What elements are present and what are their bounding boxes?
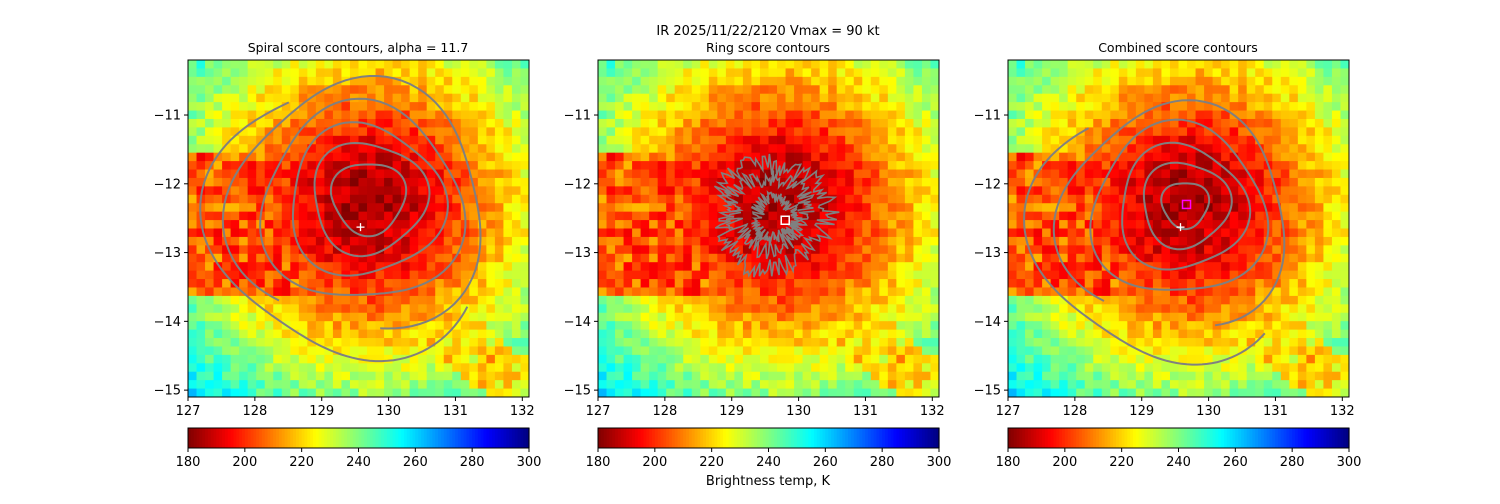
y-tick-label: −13 xyxy=(974,246,1001,261)
panel-ring: Ring score contours 127 128 129 130 131 132 −1… xyxy=(564,40,952,470)
x-tick-label: 127 xyxy=(176,404,201,419)
colorbar-tick-label: 260 xyxy=(403,455,428,470)
x-tick-label: 131 xyxy=(443,404,468,419)
colorbar-label: Brightness temp, K xyxy=(706,474,831,489)
colorbar-tick-label: 200 xyxy=(1052,455,1077,470)
x-tick-label: 132 xyxy=(1330,404,1355,419)
colorbar-tick-label: 220 xyxy=(289,455,314,470)
axes: 127 128 129 130 131 132 −15 −14 −13 −12 −11 180 200 2… xyxy=(154,60,542,470)
colorbar-tick-label: 220 xyxy=(699,455,724,470)
colorbar-tick-label: 240 xyxy=(346,455,371,470)
figure-suptitle: IR 2025/11/22/2120 Vmax = 90 kt xyxy=(656,24,879,39)
colorbar-tick-label: 280 xyxy=(460,455,485,470)
colorbar-tick-label: 240 xyxy=(1166,455,1191,470)
axes: 127 128 129 130 131 132 −15 −14 −13 −12 −11 180 200 2… xyxy=(564,60,952,470)
colorbar-tick-label: 280 xyxy=(870,455,895,470)
y-tick-label: −11 xyxy=(564,109,591,124)
x-tick-label: 129 xyxy=(1129,404,1154,419)
y-tick-label: −15 xyxy=(564,384,591,399)
x-tick-label: 131 xyxy=(853,404,878,419)
x-tick-label: 131 xyxy=(1263,404,1288,419)
colorbar-tick-label: 180 xyxy=(586,455,611,470)
x-tick-label: 127 xyxy=(586,404,611,419)
x-tick-label: 130 xyxy=(1196,404,1221,419)
x-tick-label: 129 xyxy=(309,404,334,419)
y-tick-label: −11 xyxy=(974,109,1001,124)
colorbar-tick-label: 300 xyxy=(517,455,542,470)
x-tick-label: 132 xyxy=(920,404,945,419)
x-tick-label: 130 xyxy=(786,404,811,419)
x-tick-label: 128 xyxy=(652,404,677,419)
colorbar: 180 200 220 240 260 280 300 xyxy=(176,428,542,470)
y-tick-label: −12 xyxy=(154,177,181,192)
axes: 127 128 129 130 131 132 −15 −14 −13 −12 −11 180 200 2… xyxy=(974,60,1362,470)
y-tick-label: −15 xyxy=(154,384,181,399)
colorbar-tick-label: 220 xyxy=(1109,455,1134,470)
y-tick-label: −14 xyxy=(564,315,591,330)
colorbar-tick-label: 300 xyxy=(1337,455,1362,470)
y-tick-label: −12 xyxy=(564,177,591,192)
colorbar-tick-label: 260 xyxy=(1223,455,1248,470)
y-tick-label: −14 xyxy=(974,315,1001,330)
panel-title: Combined score contours xyxy=(1098,40,1258,55)
y-tick-label: −11 xyxy=(154,109,181,124)
x-tick-label: 130 xyxy=(376,404,401,419)
colorbar-tick-label: 300 xyxy=(927,455,952,470)
x-tick-label: 128 xyxy=(1062,404,1087,419)
y-tick-label: −15 xyxy=(974,384,1001,399)
colorbar: 180 200 220 240 260 280 300 xyxy=(586,428,952,470)
ir-heatmap xyxy=(598,60,940,398)
colorbar-tick-label: 240 xyxy=(756,455,781,470)
y-tick-label: −13 xyxy=(154,246,181,261)
colorbar-tick-label: 180 xyxy=(996,455,1021,470)
colorbar-tick-label: 280 xyxy=(1280,455,1305,470)
x-tick-label: 132 xyxy=(510,404,535,419)
y-tick-label: −14 xyxy=(154,315,181,330)
colorbar-tick-label: 260 xyxy=(813,455,838,470)
colorbar: 180 200 220 240 260 280 300 xyxy=(996,428,1362,470)
x-tick-label: 127 xyxy=(996,404,1021,419)
ir-heatmap xyxy=(188,60,530,398)
panel-title: Ring score contours xyxy=(706,40,830,55)
x-tick-label: 129 xyxy=(719,404,744,419)
colorbar-tick-label: 180 xyxy=(176,455,201,470)
y-tick-label: −12 xyxy=(974,177,1001,192)
colorbar-tick-label: 200 xyxy=(232,455,257,470)
colorbar-tick-label: 200 xyxy=(642,455,667,470)
panel-title: Spiral score contours, alpha = 11.7 xyxy=(248,40,469,55)
x-tick-label: 128 xyxy=(242,404,267,419)
y-tick-label: −13 xyxy=(564,246,591,261)
